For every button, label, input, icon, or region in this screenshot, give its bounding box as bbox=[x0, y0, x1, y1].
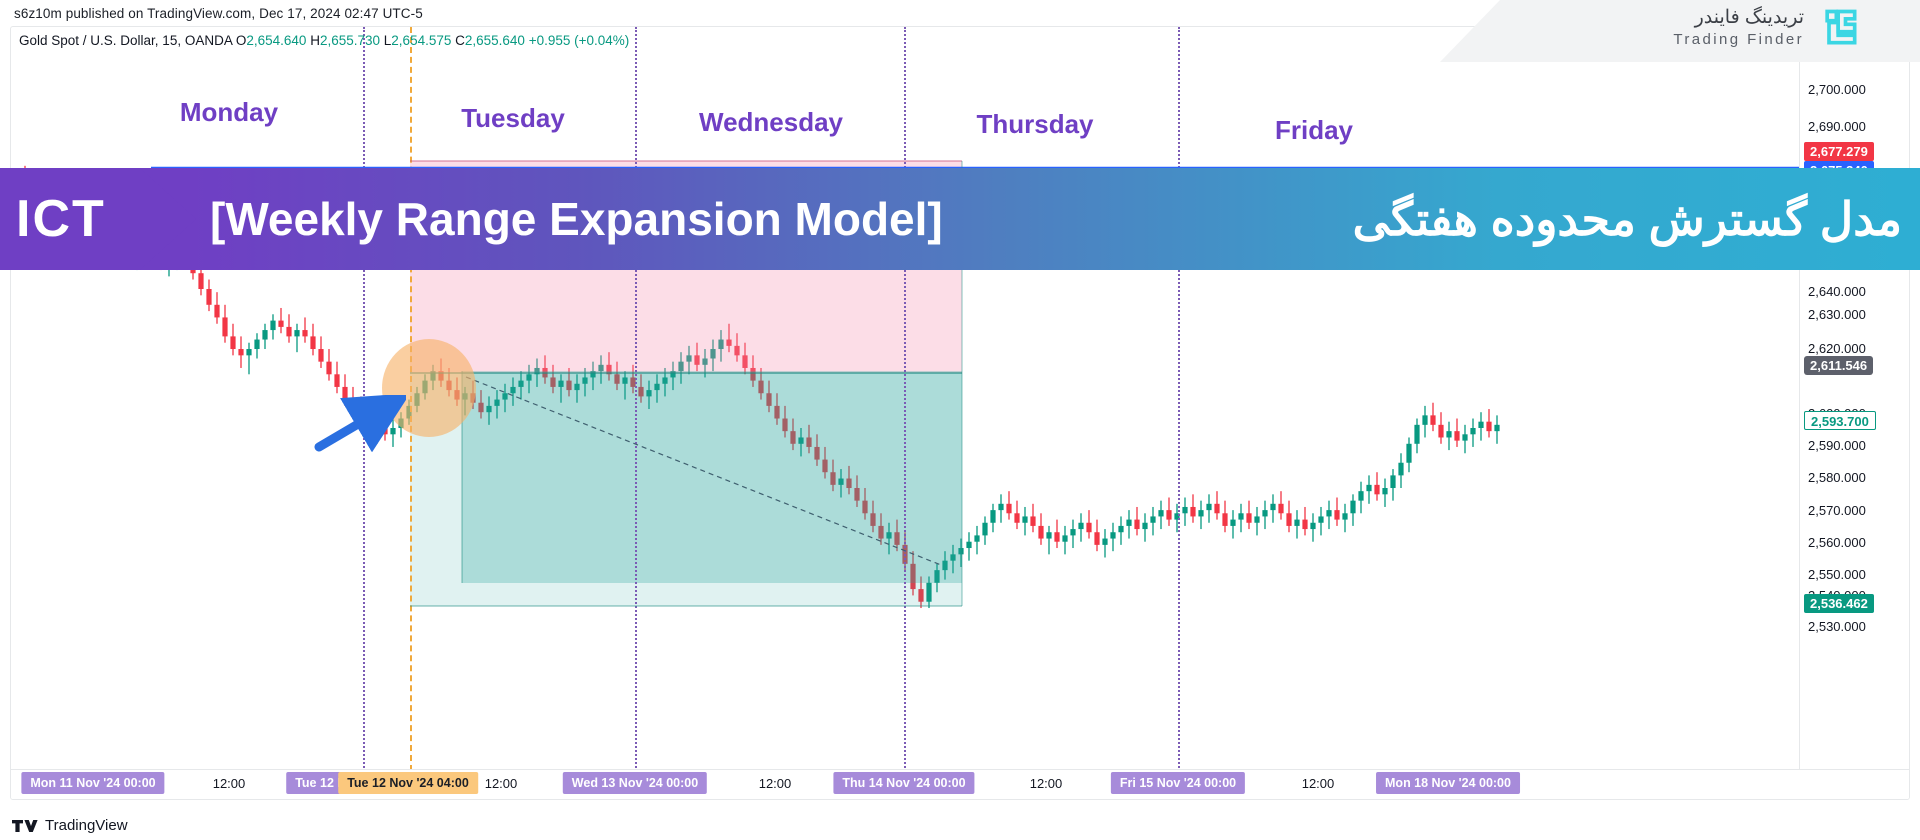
time-badge[interactable]: Tue 12 Nov '24 04:00 bbox=[338, 772, 478, 794]
banner-ict-label: ICT bbox=[16, 190, 106, 248]
chart-plot-area[interactable]: Monday Tuesday Wednesday Thursday Friday bbox=[11, 27, 1801, 771]
brand-text-block: تریدینگ فایندر Trading Finder bbox=[1673, 6, 1804, 49]
day-label-thursday: Thursday bbox=[976, 109, 1094, 139]
legend-change-percent: (+0.04%) bbox=[574, 33, 630, 48]
price-tick-label: 2,690.000 bbox=[1808, 119, 1866, 134]
brand-name-en: Trading Finder bbox=[1673, 31, 1804, 49]
time-badge[interactable]: Wed 13 Nov '24 00:00 bbox=[562, 772, 708, 794]
legend-high-value: 2,655.730 bbox=[319, 33, 381, 48]
legend-open-label: O bbox=[235, 33, 247, 48]
day-label-friday: Friday bbox=[1274, 115, 1354, 145]
session-divider-wednesday bbox=[635, 27, 637, 771]
day-label-monday: Monday bbox=[179, 97, 279, 127]
price-tick-label: 2,590.000 bbox=[1808, 438, 1866, 453]
price-tick-label: 2,580.000 bbox=[1808, 470, 1866, 485]
time-tick-label: 12:00 bbox=[1029, 776, 1063, 791]
pointer-arrow-icon bbox=[314, 395, 406, 453]
time-badge[interactable]: Thu 14 Nov '24 00:00 bbox=[833, 772, 975, 794]
price-tick-label: 2,620.000 bbox=[1808, 341, 1866, 356]
time-tick-label: 12:00 bbox=[758, 776, 792, 791]
time-tick-label: 12:00 bbox=[1301, 776, 1335, 791]
price-axis[interactable]: USD 2,700.0002,690.0002,670.0002,660.000… bbox=[1799, 27, 1909, 771]
price-tick-label: 2,550.000 bbox=[1808, 567, 1866, 582]
banner-title-block: [Weekly Range Expansion Model] مدل گسترش… bbox=[210, 168, 1902, 270]
time-badge[interactable]: Mon 11 Nov '24 00:00 bbox=[21, 772, 165, 794]
day-label-wednesday: Wednesday bbox=[698, 107, 844, 137]
legend-high-label: H bbox=[310, 33, 320, 48]
title-banner: ICT [Weekly Range Expansion Model] مدل گ… bbox=[0, 168, 1920, 270]
price-badge[interactable]: 2,611.546 bbox=[1804, 356, 1874, 375]
price-badge[interactable]: 2,536.462 bbox=[1804, 594, 1874, 613]
legend-close-value: 2,655.640 bbox=[464, 33, 525, 48]
session-divider-thursday bbox=[904, 27, 906, 771]
tradingview-footer-logo: TradingView bbox=[12, 817, 128, 834]
brand-logo-inner: تریدینگ فایندر Trading Finder bbox=[1673, 6, 1862, 50]
legend-change: +0.955 bbox=[528, 33, 571, 48]
brand-name-fa: تریدینگ فایندر bbox=[1694, 7, 1804, 29]
price-badge[interactable]: 2,593.700 bbox=[1804, 411, 1876, 430]
session-divider-friday bbox=[1178, 27, 1180, 771]
price-tick-label: 2,640.000 bbox=[1808, 284, 1866, 299]
tradingview-logo-icon bbox=[12, 819, 38, 832]
legend-close-label: C bbox=[455, 33, 465, 48]
time-axis[interactable]: 12:00 12:00 12:00 12:00 12:00 Mon 11 Nov '24… bbox=[11, 769, 1909, 799]
tradingview-footer-label: TradingView bbox=[45, 817, 128, 834]
legend-low-label: L bbox=[383, 33, 392, 48]
tf-logo-icon bbox=[1825, 9, 1857, 45]
banner-ict-tag: ICT bbox=[0, 168, 196, 270]
outer-light-teal-zone bbox=[410, 373, 962, 606]
publish-text: s6z10m published on TradingView.com, Dec… bbox=[14, 5, 423, 21]
legend-low-value: 2,654.575 bbox=[391, 33, 452, 48]
time-badge[interactable]: Mon 18 Nov '24 00:00 bbox=[1376, 772, 1520, 794]
price-tick-label: 2,570.000 bbox=[1808, 503, 1866, 518]
time-badge[interactable]: Fri 15 Nov '24 00:00 bbox=[1110, 772, 1246, 794]
chart-frame[interactable]: Monday Tuesday Wednesday Thursday Friday Gol… bbox=[10, 26, 1910, 800]
time-tick-label: 12:00 bbox=[212, 776, 246, 791]
time-tick-label: 12:00 bbox=[484, 776, 518, 791]
price-badge[interactable]: 2,677.279 bbox=[1804, 142, 1874, 161]
legend-symbol: Gold Spot / U.S. Dollar, 15, OANDA bbox=[19, 33, 233, 48]
chart-legend: Gold Spot / U.S. Dollar, 15, OANDA O2,65… bbox=[19, 33, 629, 48]
legend-open-value: 2,654.640 bbox=[246, 33, 307, 48]
price-tick-label: 2,630.000 bbox=[1808, 307, 1866, 322]
day-label-tuesday: Tuesday bbox=[461, 103, 565, 133]
banner-title-fa: مدل گسترش محدوده هفتگی bbox=[1352, 193, 1902, 245]
price-tick-label: 2,530.000 bbox=[1808, 619, 1866, 634]
price-tick-label: 2,700.000 bbox=[1808, 82, 1866, 97]
banner-title-en: [Weekly Range Expansion Model] bbox=[210, 193, 943, 245]
price-tick-label: 2,560.000 bbox=[1808, 535, 1866, 550]
brand-logo-plate: تریدینگ فایندر Trading Finder bbox=[1440, 0, 1920, 62]
